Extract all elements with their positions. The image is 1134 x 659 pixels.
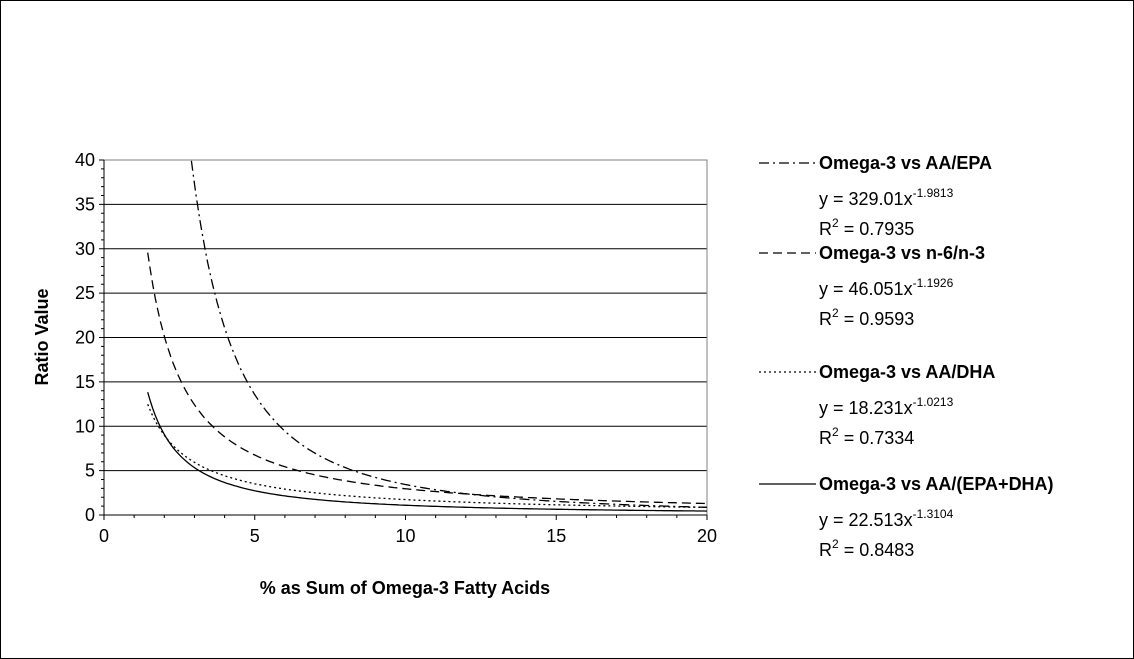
y-tick-label-5: 25: [75, 283, 95, 303]
y-tick-label-7: 35: [75, 194, 95, 214]
x-tick-label-4: 20: [697, 526, 717, 546]
legend-label-3: Omega-3 vs AA/(EPA+DHA): [819, 474, 1054, 494]
legend-equation-0: y = 329.01x-1.9813: [819, 186, 954, 209]
y-tick-label-1: 5: [85, 461, 95, 481]
legend-equation-1: y = 46.051x-1.1926: [819, 276, 954, 299]
legend-r2-3: R2 = 0.8483: [819, 537, 914, 560]
series-lines: [147, 160, 708, 512]
series-line-2: [147, 404, 707, 509]
x-tick-label-2: 10: [395, 526, 415, 546]
legend-label-2: Omega-3 vs AA/DHA: [819, 362, 995, 382]
gridlines: [104, 159, 707, 472]
legend-r2-0: R2 = 0.7935: [819, 216, 914, 239]
y-tick-label-3: 15: [75, 372, 95, 392]
x-tick-label-0: 0: [99, 526, 109, 546]
y-tick-label-4: 20: [75, 328, 95, 348]
x-tick-label-3: 15: [546, 526, 566, 546]
legend: Omega-3 vs AA/EPA y = 329.01x-1.9813 R2 = …: [759, 153, 1054, 560]
x-tick-label-1: 5: [250, 526, 260, 546]
y-axis-label: Ratio Value: [32, 288, 52, 385]
y-tick-label-6: 30: [75, 239, 95, 259]
legend-label-0: Omega-3 vs AA/EPA: [819, 153, 992, 173]
series-line-3: [147, 392, 708, 512]
series-line-0: [190, 160, 708, 508]
y-tick-label-2: 10: [75, 416, 95, 436]
x-axis-label: % as Sum of Omega-3 Fatty Acids: [260, 578, 550, 598]
series-line-1: [147, 252, 707, 505]
legend-r2-1: R2 = 0.9593: [819, 306, 914, 329]
legend-equation-2: y = 18.231x-1.0213: [819, 395, 954, 418]
y-tick-label-8: 40: [75, 150, 95, 170]
legend-r2-2: R2 = 0.7334: [819, 425, 914, 448]
legend-label-1: Omega-3 vs n-6/n-3: [819, 243, 985, 263]
tick-labels: 0 5 10 15 20 25 30 35 40 0 5 10 15 20: [75, 150, 717, 546]
legend-equation-3: y = 22.513x-1.3104: [819, 507, 954, 530]
y-tick-label-0: 0: [85, 505, 95, 525]
